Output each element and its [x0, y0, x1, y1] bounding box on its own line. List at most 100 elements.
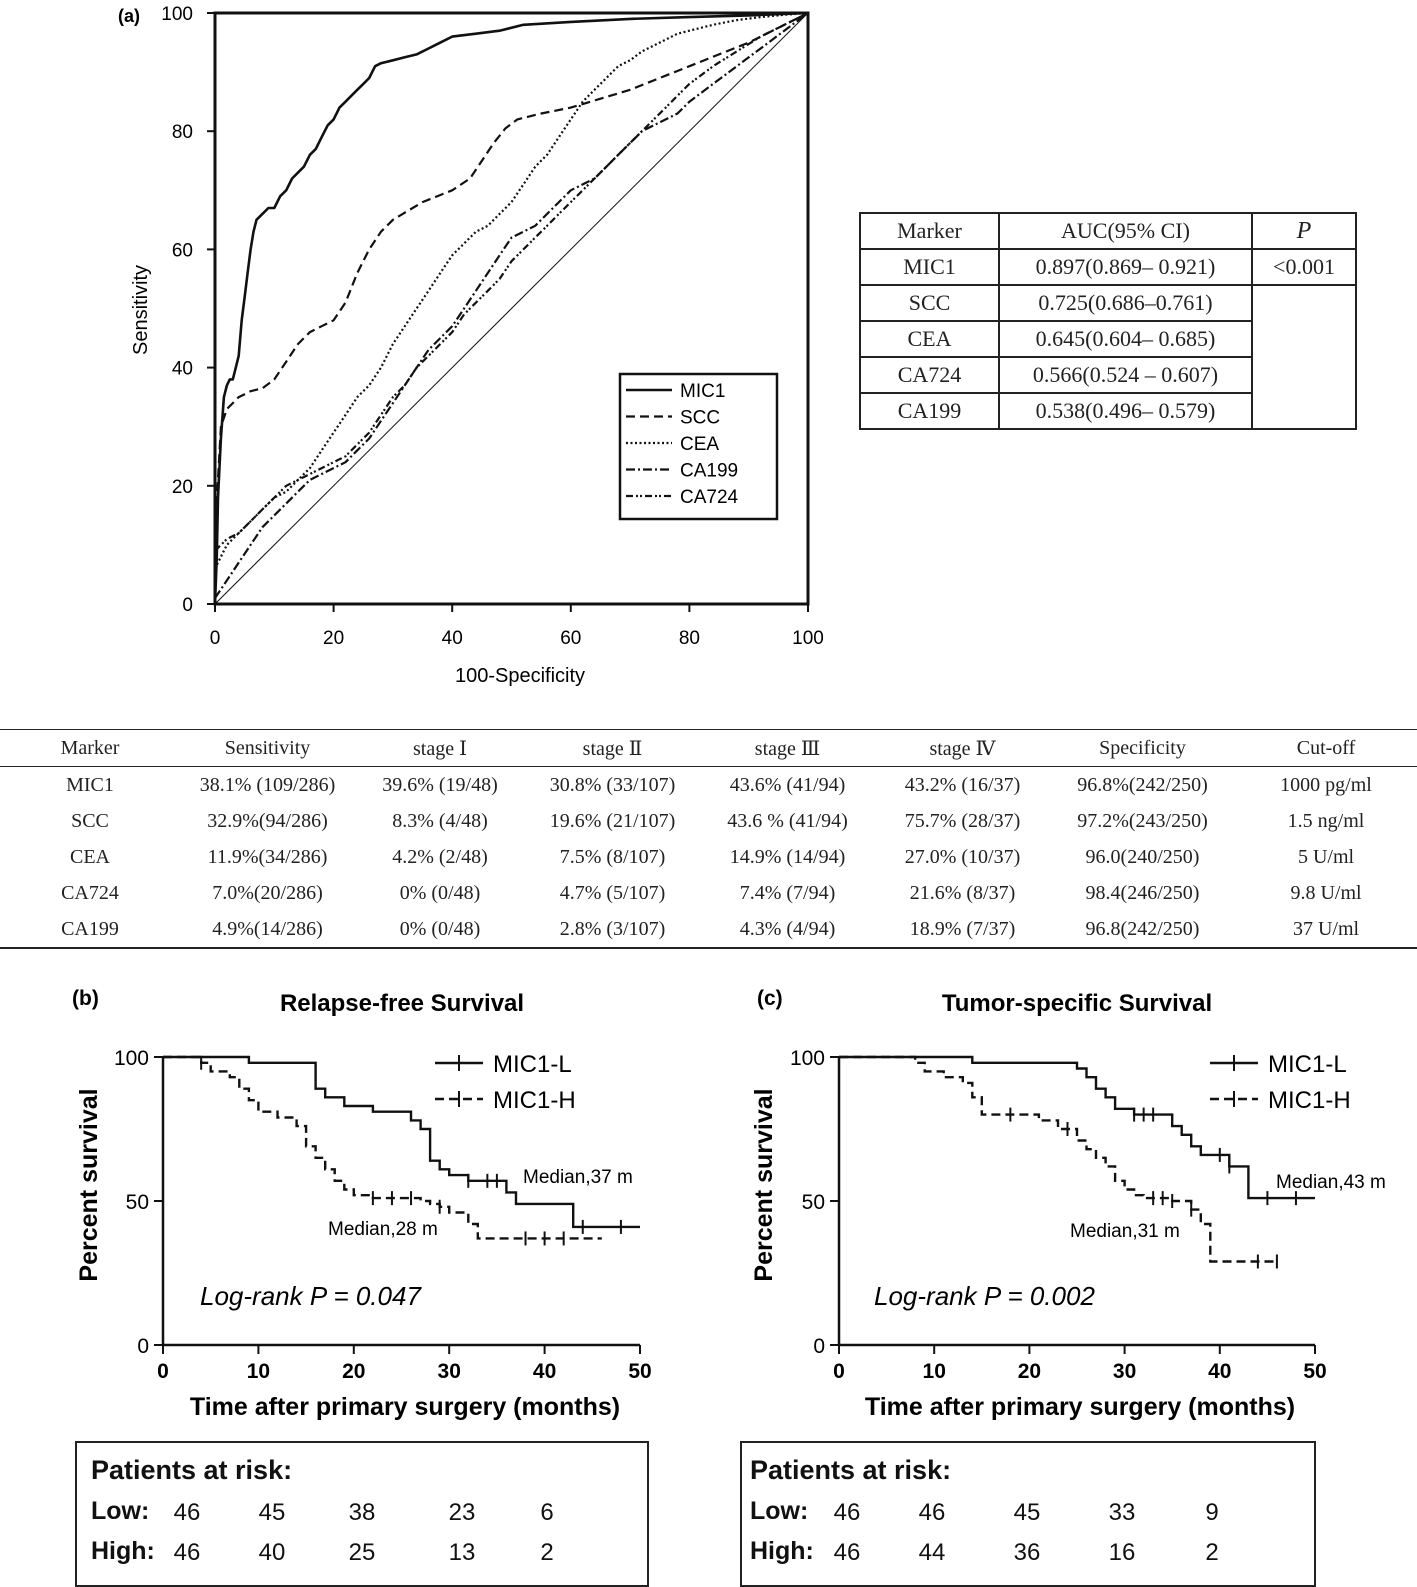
km-x-tick-label: 40 [1208, 1360, 1231, 1383]
auc-cell-marker: SCC [859, 284, 1000, 322]
auc-table: Marker AUC(95% CI) P MIC1 0.897(0.869– 0… [859, 212, 1357, 430]
stage-table-cell: 7.0%(20/286) [212, 881, 323, 904]
table-row: CA199 4.9%(14/286) 0% (0/48) 2.8% (3/107) 4.… [0, 911, 1417, 948]
table-row: CEA 11.9%(34/286) 4.2% (2/48) 7.5% (8/107) 1… [0, 839, 1417, 875]
stage-table-header-cell: stage Ⅰ [413, 737, 467, 760]
stage-table-cell: 43.2% (16/37) [904, 773, 1021, 796]
stage-table-cell: 9.8 U/ml [1290, 881, 1362, 904]
stage-table-cell: 0% (0/48) [399, 881, 481, 904]
roc-x-axis-label: 100-Specificity [455, 665, 585, 687]
km-x-tick-label: 40 [533, 1360, 556, 1383]
km-series-mic1-l [839, 1055, 1315, 1200]
km-x-tick-label: 0 [157, 1360, 169, 1383]
risk-c-high-value: 44 [918, 1539, 946, 1566]
km-c-logrank: Log-rank P = 0.002 [874, 1281, 1095, 1311]
stage-table-cell: 32.9%(94/286) [207, 809, 328, 832]
roc-legend-box [618, 372, 779, 521]
km-x-tick-label: 20 [1018, 1360, 1041, 1383]
auc-cell-marker: CA724 [859, 356, 1000, 394]
km-b-logrank: Log-rank P = 0.047 [200, 1281, 422, 1311]
stage-table-cell: 1.5 ng/ml [1287, 809, 1365, 832]
roc-y-tick-label: 60 [172, 240, 193, 261]
auc-cell-p [1251, 285, 1357, 321]
stage-table-cell: 96.8%(242/250) [1077, 773, 1208, 796]
km-b-title: Relapse-free Survival [280, 990, 524, 1017]
km-chart-b: (b) Relapse-free Survival 0 10 20 30 40 50 0 50… [72, 987, 652, 1421]
auc-cell-marker: CA199 [859, 392, 1000, 430]
km-series-mic1-h [163, 1055, 602, 1240]
km-x-tick-label: 50 [628, 1360, 651, 1383]
roc-y-tick-label: 80 [172, 122, 193, 143]
km-legend-label: MIC1-L [1268, 1051, 1347, 1078]
km-x-tick-label: 50 [1303, 1360, 1326, 1383]
roc-legend-label: SCC [680, 408, 720, 429]
auc-header-p: P [1251, 212, 1357, 250]
risk-b-low-value: 6 [540, 1499, 554, 1526]
roc-legend-label: CEA [680, 434, 719, 455]
km-x-tick-label: 10 [923, 1360, 946, 1383]
km-y-tick-label: 0 [813, 1335, 825, 1358]
stage-table-header-cell: stage Ⅱ [582, 737, 643, 760]
stage-table-cell: 4.3% (4/94) [739, 917, 836, 940]
roc-legend-label: CA199 [680, 461, 738, 482]
stage-table-cell: 1000 pg/ml [1280, 773, 1372, 796]
stage-table-cell: 7.4% (7/94) [739, 881, 836, 904]
auc-header-auc: AUC(95% CI) [998, 212, 1253, 250]
roc-y-tick-label: 20 [172, 477, 193, 498]
stage-table-cell: 75.7% (28/37) [904, 809, 1021, 832]
panel-c-label: (c) [757, 987, 783, 1010]
roc-series-cea [214, 11, 809, 569]
stage-table-cell: 37 U/ml [1292, 917, 1360, 940]
roc-series-mic1 [213, 11, 809, 605]
km-series-mic1-l [163, 1055, 640, 1229]
risk-b-high-value: 2 [540, 1539, 554, 1566]
auc-cell-p: <0.001 [1251, 248, 1357, 286]
stage-table-cell: 43.6% (41/94) [729, 773, 846, 796]
roc-x-tick-label: 40 [442, 628, 463, 649]
risk-table-c: Patients at risk: Low: High: 46 46 45 33… [740, 1441, 1316, 1587]
risk-c-high-label: High: [750, 1537, 814, 1565]
auc-cell-auc: 0.725(0.686–0.761) [998, 284, 1253, 322]
auc-cell-auc: 0.566(0.524 – 0.607) [998, 356, 1253, 394]
km-c-title: Tumor-specific Survival [942, 990, 1212, 1017]
stage-table-cell: 27.0% (10/37) [904, 845, 1021, 868]
auc-cell-p [1251, 321, 1357, 357]
risk-table-b: Patients at risk: Low: High: 46 45 38 23… [75, 1441, 649, 1587]
risk-b-high-value: 46 [173, 1539, 201, 1566]
table-row: CA724 0.566(0.524 – 0.607) [859, 356, 1357, 394]
risk-c-high-value: 16 [1108, 1539, 1136, 1566]
roc-y-tick-label: 0 [182, 595, 193, 616]
roc-x-tick-label: 100 [792, 628, 824, 649]
roc-y-tick-label: 100 [161, 4, 193, 25]
km-y-tick-label: 50 [802, 1191, 825, 1214]
stage-table-cell: 0% (0/48) [399, 917, 481, 940]
stage-table-cell: 96.8(242/250) [1085, 917, 1200, 940]
roc-legend-label: CA724 [680, 487, 739, 508]
km-x-tick-label: 30 [438, 1360, 461, 1383]
risk-c-title: Patients at risk: [750, 1455, 952, 1485]
km-c-y-axis-label: Percent survival [750, 1088, 778, 1281]
km-c-median-h: Median,31 m [1070, 1221, 1180, 1242]
risk-b-low-value: 23 [448, 1499, 476, 1526]
km-b-median-l: Median,37 m [523, 1167, 633, 1188]
auc-cell-auc: 0.897(0.869– 0.921) [998, 248, 1253, 286]
km-b-plot-area: 0 10 20 30 40 50 0 50 100 [114, 1047, 652, 1383]
roc-plot-area: 0 20 40 60 80 100 0 20 40 60 80 100 [161, 4, 824, 649]
risk-c-low-value: 46 [833, 1499, 861, 1526]
stage-table-header-cell: stage Ⅲ [754, 737, 821, 760]
stage-table-cell: SCC [71, 809, 109, 832]
stage-table-cell: CA199 [61, 917, 119, 940]
stage-table-cell: 30.8% (33/107) [549, 773, 676, 796]
stage-table-cell: 11.9%(34/286) [207, 845, 328, 868]
stage-table-cell: CEA [70, 845, 110, 868]
stage-table-cell: 43.6 % (41/94) [727, 809, 848, 832]
table-row: MIC1 0.897(0.869– 0.921) <0.001 [859, 248, 1357, 286]
stage-table-cell: 8.3% (4/48) [392, 809, 488, 832]
risk-c-low-value: 45 [1013, 1499, 1041, 1526]
risk-b-title: Patients at risk: [91, 1455, 293, 1485]
auc-header-marker: Marker [859, 212, 1000, 250]
auc-cell-p [1251, 393, 1357, 430]
km-b-x-axis-label: Time after primary surgery (months) [190, 1393, 620, 1421]
km-c-median-l: Median,43 m [1276, 1172, 1386, 1193]
risk-b-high-value: 40 [258, 1539, 286, 1566]
